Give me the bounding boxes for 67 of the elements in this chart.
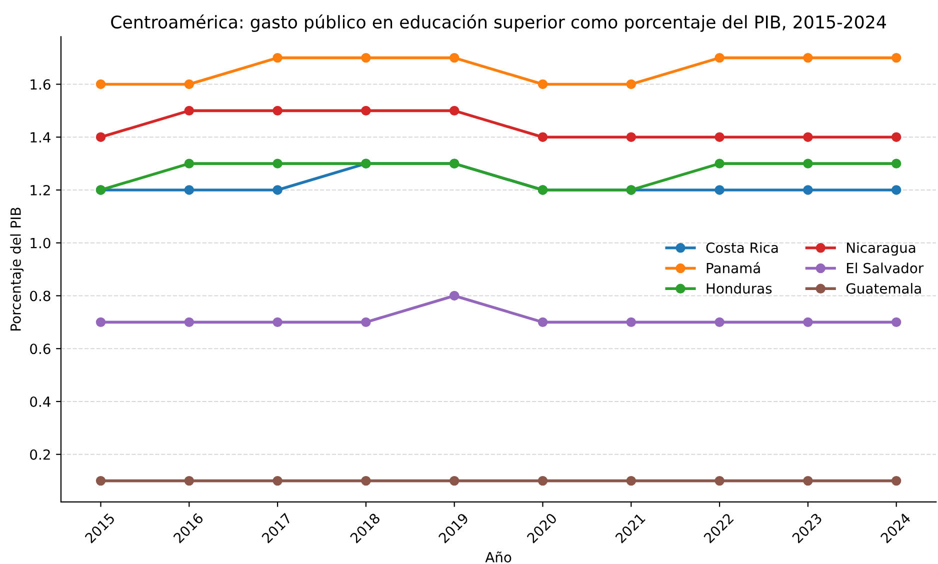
point [449, 106, 460, 116]
point [449, 290, 460, 301]
y-tick-label: 1.6 [30, 79, 50, 90]
point [538, 317, 548, 328]
y-tick-label: 0.2 [30, 449, 50, 460]
point [184, 158, 194, 168]
point [626, 132, 636, 142]
point [714, 185, 724, 195]
point [626, 317, 636, 328]
point [184, 79, 194, 90]
point [803, 185, 813, 195]
point [714, 158, 724, 168]
point [272, 106, 282, 116]
point [803, 132, 813, 142]
point [714, 52, 724, 63]
point [184, 317, 194, 328]
point [538, 476, 548, 486]
y-tick-label: 1.0 [30, 238, 50, 248]
point [803, 158, 813, 168]
point [538, 79, 548, 90]
point [96, 79, 106, 90]
point [891, 52, 902, 63]
y-tick-label: 0.8 [30, 290, 50, 302]
point [891, 185, 902, 195]
y-tick-label: 0.4 [30, 396, 50, 407]
point [361, 106, 371, 116]
point [626, 476, 636, 486]
point [891, 317, 902, 328]
y-axis-title: Porcentaje del PIB [10, 208, 24, 331]
point [96, 132, 106, 142]
point [272, 476, 282, 486]
legend-label: Honduras [706, 282, 772, 294]
point [96, 317, 106, 328]
point [714, 317, 724, 328]
y-tick-label: 1.2 [30, 184, 50, 196]
point [96, 476, 106, 486]
point [184, 476, 194, 486]
chart-title: Centroamérica: gasto público en educación superior como porcentaje del PIB, 2015-2024 [111, 14, 886, 32]
point [714, 132, 724, 142]
point [891, 476, 902, 486]
point [449, 476, 460, 486]
point [272, 158, 282, 168]
legend-label: El Salvador [846, 262, 924, 274]
point [361, 476, 371, 486]
point [891, 132, 902, 142]
legend-label: Guatemala [846, 282, 921, 294]
point [626, 79, 636, 90]
point [272, 317, 282, 328]
legend-label: Nicaragua [846, 242, 916, 256]
point [803, 52, 813, 63]
point [803, 317, 813, 328]
point [184, 106, 194, 116]
legend-label: Costa Rica [706, 242, 778, 253]
point [184, 185, 194, 195]
y-tick-label: 0.6 [30, 344, 50, 354]
point [361, 52, 371, 63]
point [272, 52, 282, 63]
point [361, 317, 371, 328]
point [891, 158, 902, 168]
point [272, 185, 282, 195]
y-tick-label: 1.4 [30, 132, 50, 142]
point [803, 476, 813, 486]
legend-label: Panamá [706, 262, 760, 274]
x-axis-title: Año [485, 552, 512, 562]
point [449, 52, 460, 63]
point [538, 132, 548, 142]
point [714, 476, 724, 486]
